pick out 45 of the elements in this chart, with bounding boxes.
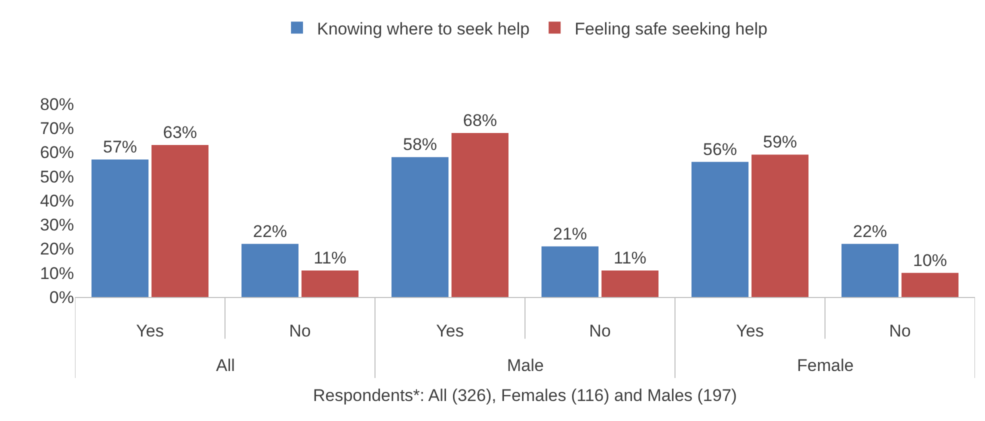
bar (692, 162, 748, 297)
x-tick-label: No (589, 321, 611, 340)
bar (752, 154, 808, 297)
bar (392, 157, 448, 297)
data-label: 22% (252, 222, 288, 241)
data-label: 21% (552, 224, 588, 244)
y-tick-label: 0% (49, 288, 74, 307)
data-label: 56% (702, 140, 738, 159)
bar (602, 270, 658, 297)
data-label: 11% (614, 248, 646, 268)
y-tick-label: 20% (40, 240, 74, 259)
data-label: 63% (162, 123, 198, 142)
x-axis-title: Respondents*: All (326), Females (116) and Males (197) (313, 386, 737, 405)
bar (842, 244, 898, 297)
text: Male (507, 356, 544, 375)
data-label: 10% (912, 250, 948, 270)
text: All (216, 356, 235, 375)
y-tick-label: 10% (40, 264, 74, 283)
data-label: 57% (102, 137, 138, 156)
y-tick-label: 30% (40, 216, 74, 235)
y-tick-label: 60% (40, 143, 74, 162)
x-tick-label: Yes (436, 321, 464, 340)
data-label: 22% (852, 222, 888, 241)
data-label: 11% (314, 248, 346, 268)
x-tick-label: No (889, 321, 911, 340)
y-tick-label: 70% (40, 119, 74, 138)
data-label: 58% (402, 135, 438, 154)
legend-label: Feeling safe seeking help (574, 19, 768, 38)
bar (542, 246, 598, 297)
text: Female (797, 356, 854, 375)
bar (152, 145, 208, 297)
bar (92, 159, 148, 297)
x-tick-label: Yes (136, 321, 164, 340)
bar (302, 270, 358, 297)
y-tick-label: 50% (40, 167, 74, 186)
x-tick-label: Yes (736, 321, 764, 340)
legend-label: Knowing where to seek help (317, 19, 530, 38)
y-tick-label: 80% (40, 94, 74, 114)
x-tick-label: No (289, 321, 311, 340)
bar (452, 132, 508, 297)
bar (902, 272, 958, 297)
data-label: 68% (462, 110, 498, 130)
bar (242, 244, 298, 297)
y-tick-label: 40% (40, 191, 74, 210)
data-label: 59% (762, 132, 798, 152)
